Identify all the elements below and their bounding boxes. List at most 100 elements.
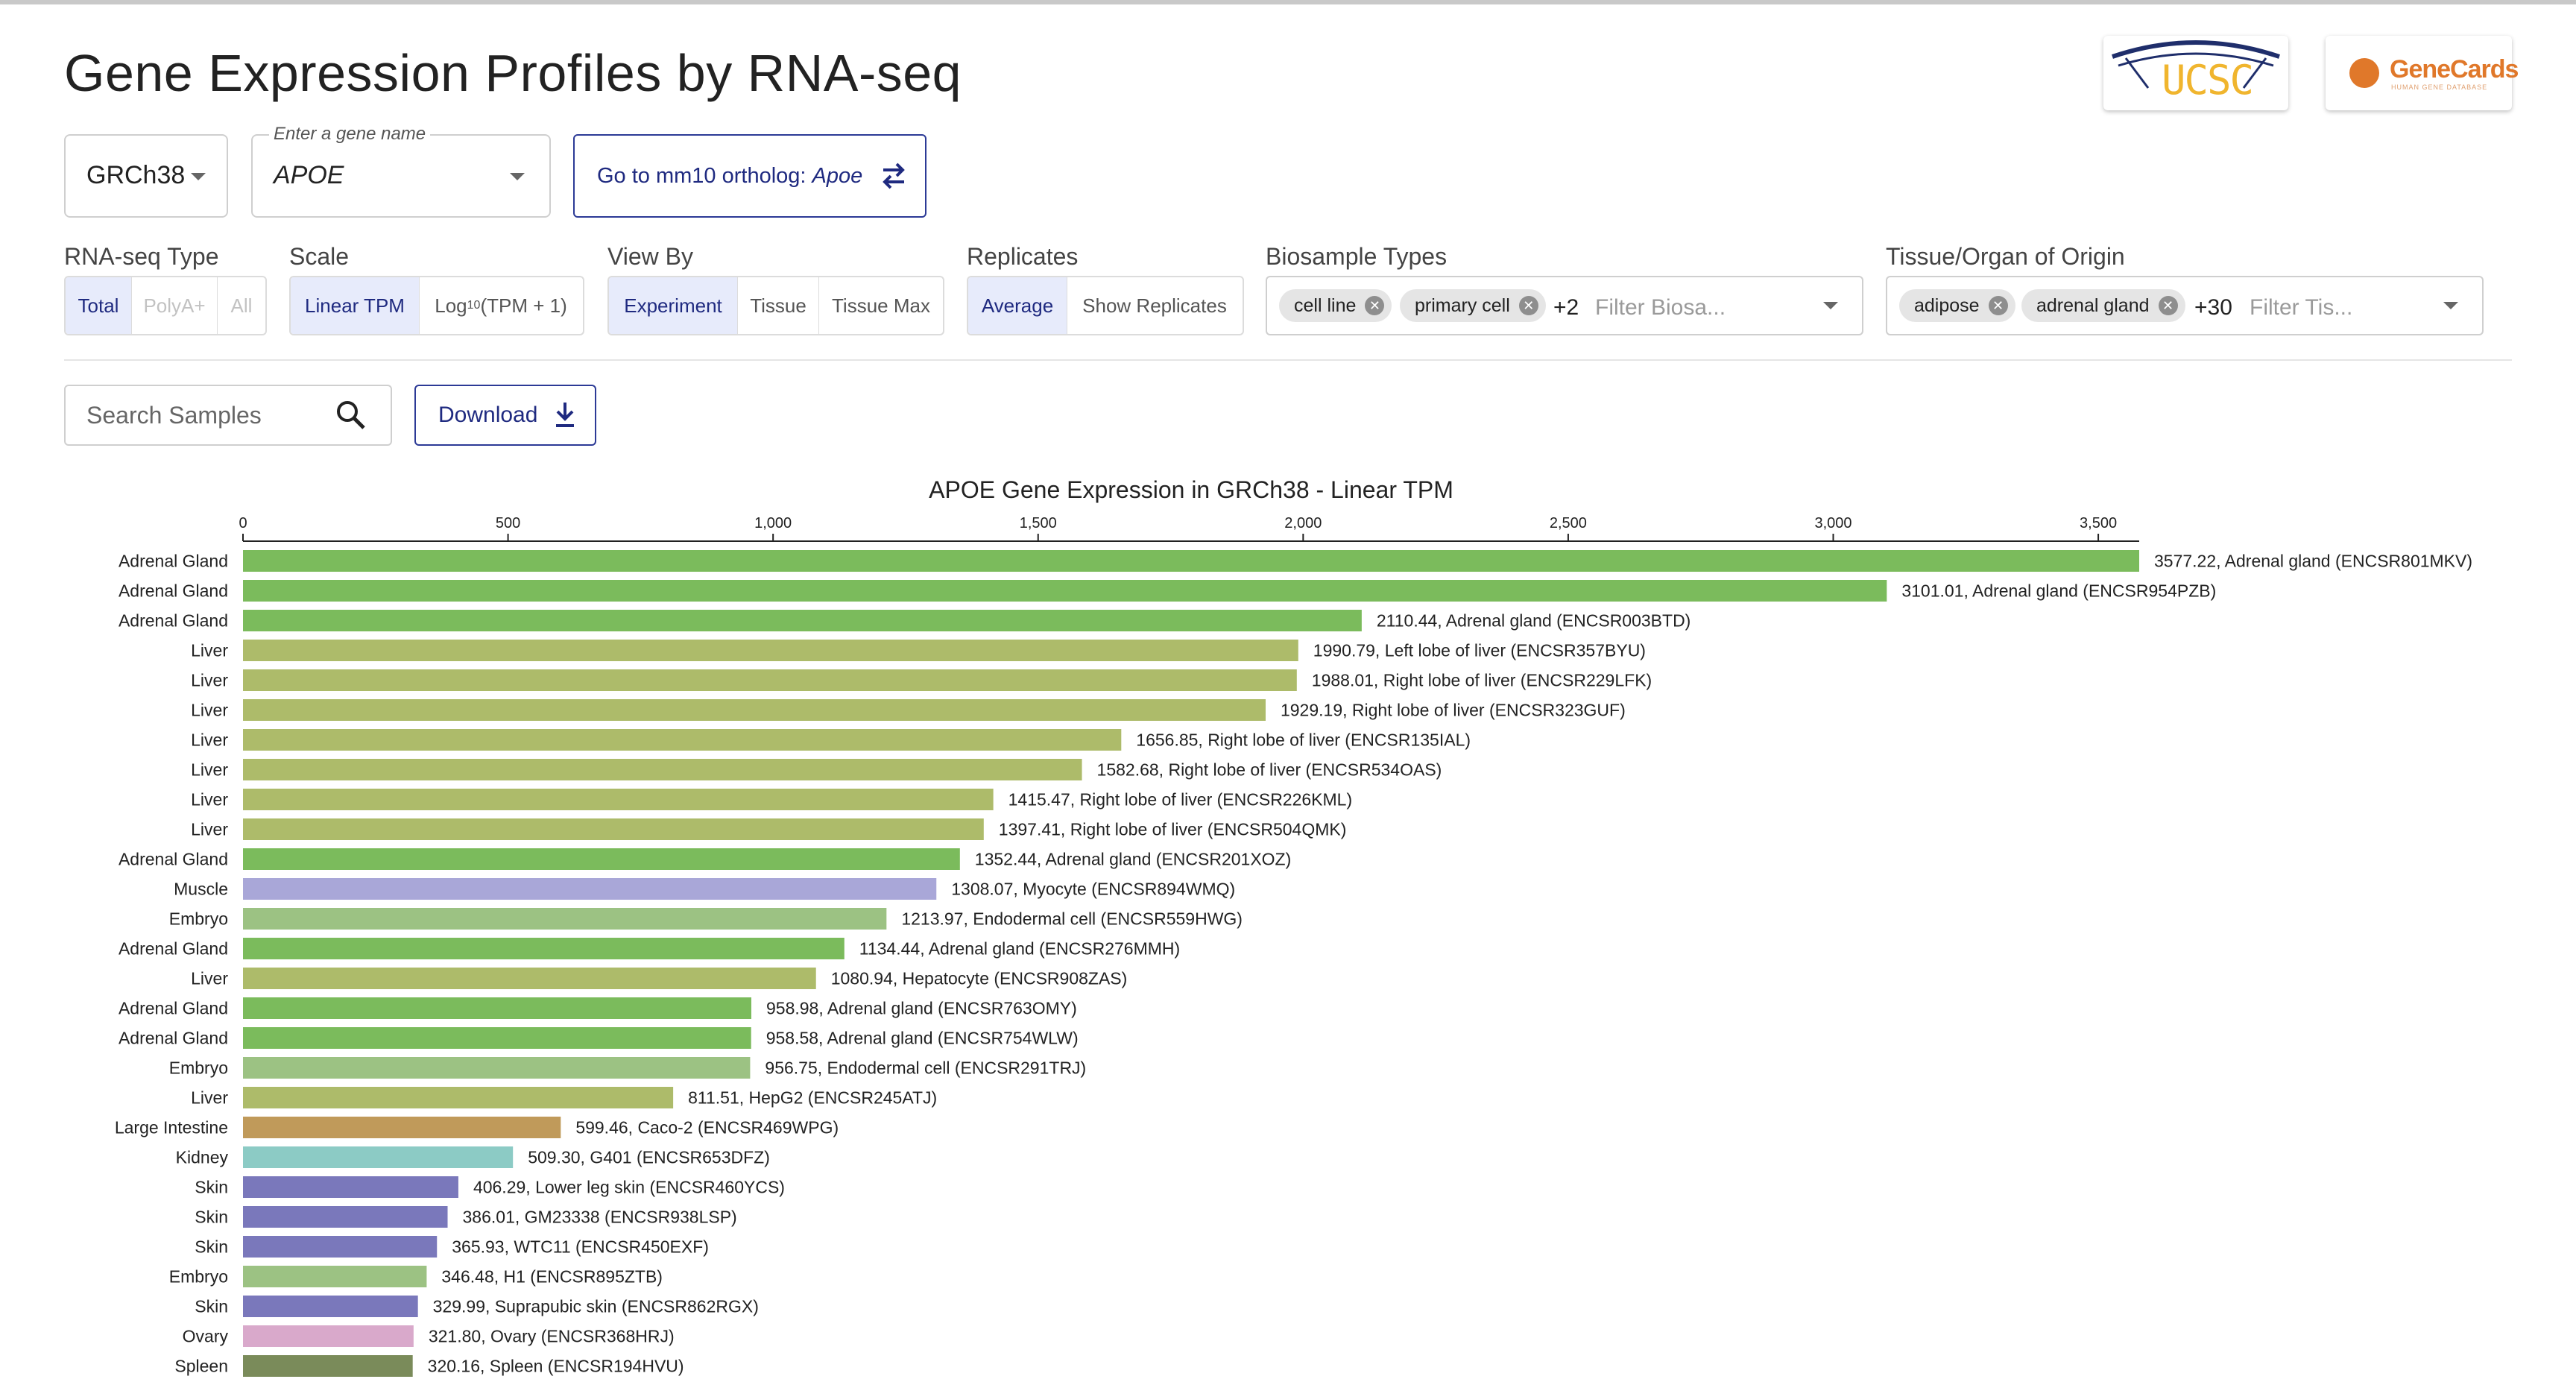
bar-tissue-label: Skin — [195, 1208, 228, 1227]
expression-bar[interactable] — [243, 1206, 448, 1228]
bar-tissue-label: Adrenal Gland — [119, 850, 228, 869]
expression-bar[interactable] — [243, 699, 1266, 721]
replicates-toggle: Average Show Replicates — [967, 276, 1244, 335]
ucsc-logo-link[interactable]: UCSC — [2103, 36, 2288, 110]
expression-bar[interactable] — [243, 908, 887, 930]
expression-bar[interactable] — [243, 997, 751, 1019]
scale-option-log[interactable]: Log 10 (TPM + 1) — [435, 294, 567, 317]
biosample-chip-primary-cell[interactable]: primary cell ✕ — [1400, 289, 1546, 322]
expression-bar[interactable] — [243, 729, 1122, 751]
tissue-filter-placeholder[interactable]: Filter Tis... — [2250, 295, 2353, 320]
x-tick-label: 500 — [496, 515, 520, 531]
tissue-more-count[interactable]: +30 — [2194, 295, 2232, 320]
bar-tissue-label: Liver — [191, 790, 228, 810]
bar-value-label: 1415.47, Right lobe of liver (ENCSR226KM… — [1008, 790, 1353, 810]
expression-bar[interactable] — [243, 789, 994, 810]
bar-value-label: 509.30, G401 (ENCSR653DFZ) — [528, 1148, 770, 1167]
expression-bar[interactable] — [243, 818, 984, 840]
chevron-down-icon[interactable] — [2443, 302, 2458, 309]
expression-bar[interactable] — [243, 968, 816, 989]
expression-bar[interactable] — [243, 1266, 427, 1287]
x-tick-label: 2,500 — [1550, 515, 1587, 531]
tissue-chip-adrenal-gland[interactable]: adrenal gland ✕ — [2021, 289, 2185, 322]
expression-bar[interactable] — [243, 848, 960, 870]
rnaseq-type-option-polya[interactable]: PolyA+ — [132, 277, 218, 334]
expression-bar[interactable] — [243, 759, 1082, 780]
expression-bar[interactable] — [243, 580, 1887, 602]
replicates-option-show[interactable]: Show Replicates — [1082, 294, 1227, 317]
expression-bar[interactable] — [243, 1296, 418, 1317]
expression-bar[interactable] — [243, 550, 2139, 572]
view-by-option-experiment[interactable]: Experiment — [609, 277, 738, 334]
expression-bar[interactable] — [243, 610, 1362, 631]
bar-value-label: 1990.79, Left lobe of liver (ENCSR357BYU… — [1313, 641, 1646, 660]
genecards-logo-text: GeneCards — [2390, 55, 2519, 83]
bar-tissue-label: Adrenal Gland — [119, 939, 228, 959]
bar-value-label: 321.80, Ovary (ENCSR368HRJ) — [429, 1327, 675, 1346]
bar-value-label: 1656.85, Right lobe of liver (ENCSR135IA… — [1136, 731, 1471, 750]
expression-bar[interactable] — [243, 1325, 414, 1347]
bar-value-label: 3577.22, Adrenal gland (ENCSR801MKV) — [2154, 552, 2472, 571]
rnaseq-type-option-all[interactable]: All — [230, 294, 253, 317]
tissue-chip-adipose[interactable]: adipose ✕ — [1899, 289, 2015, 322]
expression-bar[interactable] — [243, 1117, 561, 1138]
bar-value-label: 1213.97, Endodermal cell (ENCSR559HWG) — [901, 909, 1243, 929]
biosample-filter-placeholder[interactable]: Filter Biosa... — [1595, 295, 1726, 320]
expression-bar[interactable] — [243, 878, 937, 900]
search-icon[interactable] — [335, 400, 367, 431]
chip-remove-icon[interactable]: ✕ — [2158, 296, 2178, 315]
bar-tissue-label: Liver — [191, 701, 228, 720]
chip-remove-icon[interactable]: ✕ — [1365, 296, 1385, 315]
bar-tissue-label: Liver — [191, 671, 228, 690]
expression-bar[interactable] — [243, 1236, 438, 1258]
expression-bar[interactable] — [243, 640, 1298, 661]
search-samples-box[interactable] — [64, 385, 392, 446]
view-by-toggle: Experiment Tissue Tissue Max — [607, 276, 944, 335]
expression-bar[interactable] — [243, 1087, 674, 1108]
view-by-option-tissue[interactable]: Tissue — [738, 277, 819, 334]
gene-select[interactable]: Enter a gene name APOE — [251, 124, 551, 218]
rnaseq-type-label: RNA-seq Type — [64, 243, 219, 270]
scale-option-linear[interactable]: Linear TPM — [291, 277, 420, 334]
expression-bar[interactable] — [243, 1355, 413, 1377]
bar-tissue-label: Liver — [191, 969, 228, 988]
scale-toggle: Linear TPM Log 10 (TPM + 1) — [289, 276, 584, 335]
expression-bar[interactable] — [243, 1146, 514, 1168]
expression-bar[interactable] — [243, 1057, 751, 1079]
genecards-logo-link[interactable]: GeneCards HUMAN GENE DATABASE — [2326, 36, 2519, 110]
bar-tissue-label: Embryo — [169, 909, 228, 929]
chevron-down-icon[interactable] — [1823, 302, 1838, 309]
chip-remove-icon[interactable]: ✕ — [1988, 296, 2008, 315]
biosample-more-count[interactable]: +2 — [1553, 295, 1579, 320]
x-tick-label: 0 — [239, 515, 247, 531]
expression-bar[interactable] — [243, 938, 845, 959]
ortholog-button[interactable]: Go to mm10 ortholog: Apoe — [573, 134, 926, 218]
chevron-down-icon — [191, 173, 206, 180]
window-top-border — [0, 0, 2576, 4]
bar-tissue-label: Skin — [195, 1237, 228, 1257]
x-tick-label: 3,000 — [1814, 515, 1852, 531]
view-by-option-tissue-max[interactable]: Tissue Max — [832, 294, 930, 317]
bar-value-label: 1988.01, Right lobe of liver (ENCSR229LF… — [1312, 671, 1652, 690]
bar-tissue-label: Embryo — [169, 1058, 228, 1078]
expression-bar[interactable] — [243, 1027, 751, 1049]
expression-bar[interactable] — [243, 1176, 458, 1198]
bar-value-label: 3101.01, Adrenal gland (ENCSR954PZB) — [1901, 581, 2216, 601]
assembly-select[interactable]: GRCh38 — [64, 134, 228, 218]
bar-value-label: 958.58, Adrenal gland (ENCSR754WLW) — [766, 1029, 1079, 1048]
biosample-chip-cell-line[interactable]: cell line ✕ — [1279, 289, 1392, 322]
bar-tissue-label: Adrenal Gland — [119, 1029, 228, 1048]
biosample-types-label: Biosample Types — [1266, 243, 1448, 270]
biosample-types-filter[interactable]: cell line ✕ primary cell ✕ +2 Filter Biosa… — [1266, 276, 1863, 335]
replicates-option-average[interactable]: Average — [968, 277, 1067, 334]
bar-tissue-label: Liver — [191, 760, 228, 780]
bar-value-label: 956.75, Endodermal cell (ENCSR291TRJ) — [765, 1058, 1086, 1078]
chip-remove-icon[interactable]: ✕ — [1518, 296, 1538, 315]
download-button[interactable]: Download — [414, 385, 596, 446]
rnaseq-type-option-total[interactable]: Total — [66, 277, 132, 334]
ucsc-logo-text: UCSC — [2162, 57, 2254, 104]
expression-bar[interactable] — [243, 669, 1297, 691]
bar-tissue-label: Skin — [195, 1178, 228, 1197]
tissue-origin-filter[interactable]: adipose ✕ adrenal gland ✕ +30 Filter Tis..… — [1886, 276, 2484, 335]
search-samples-input[interactable] — [85, 400, 326, 431]
